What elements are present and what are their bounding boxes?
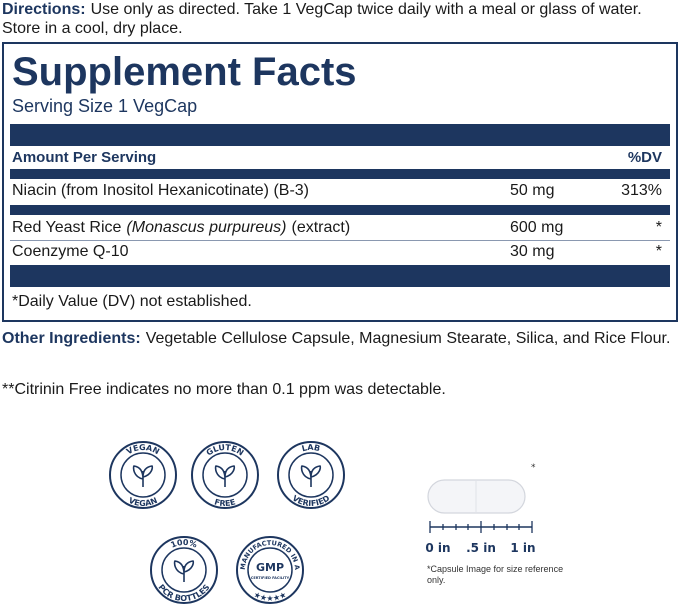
badge: LAB VERIFIED	[277, 441, 345, 509]
directions: Directions: Use only as directed. Take 1 …	[2, 0, 672, 38]
badge-icon	[132, 465, 154, 487]
thick-rule	[10, 124, 670, 146]
badge-bottom-label: PCR BOTTLES	[156, 583, 211, 603]
nutrient-name: Red Yeast Rice (Monascus purpureus) (extra…	[12, 219, 355, 236]
nutrient-row: Red Yeast Rice (Monascus purpureus) (extra…	[12, 218, 668, 238]
name: Red Yeast Rice	[12, 219, 122, 236]
badge-ring	[236, 536, 304, 604]
dv-header: %DV	[627, 149, 662, 166]
thin-rule	[10, 240, 670, 241]
scale-label: 0 in	[425, 541, 450, 555]
thick-rule	[10, 265, 670, 287]
directions-text: Use only as directed. Take 1 VegCap twic…	[2, 1, 642, 37]
capsule-note-box: *Capsule Image for size reference only.	[427, 564, 564, 585]
badge-top-text: GLUTEN	[205, 443, 246, 458]
header-row: Amount Per Serving %DV	[12, 148, 668, 168]
badge-ring	[191, 441, 259, 509]
nutrient-name: Niacin (from Inositol Hexanicotinate) (B…	[12, 182, 309, 199]
nutrient-row: Coenzyme Q-10 30 mg *	[12, 242, 668, 262]
badge-inner-ring	[120, 452, 166, 498]
scale-label: 1 in	[510, 541, 535, 555]
directions-label: Directions:	[2, 1, 86, 18]
nutrient-amount: 30 mg	[510, 243, 555, 260]
badge-center-sub: CERTIFIED FACILITY	[251, 576, 290, 580]
badge-icon	[173, 560, 195, 582]
badge-bottom-text: VERIFIED	[291, 493, 332, 508]
badge-bottom-label: FREE	[213, 497, 236, 508]
badge-bottom-text: ★★★★★	[252, 590, 288, 603]
badges: VEGAN VEGAN GLUTEN FREE LAB VERIFIED 100% PCR B…	[109, 441, 345, 604]
badge: 100% PCR BOTTLES	[150, 536, 218, 604]
other-ingredients-text: Vegetable Cellulose Capsule, Magnesium S…	[145, 330, 671, 347]
nutrient-amount: 600 mg	[510, 219, 564, 236]
badge-top-label: 100%	[169, 538, 198, 550]
name-suffix: (extract)	[291, 219, 351, 236]
badges-and-capsule: VEGAN VEGAN GLUTEN FREE LAB VERIFIED 100% PCR B…	[109, 441, 564, 604]
badge-top-text: VEGAN	[125, 443, 161, 456]
capsule-note: *Capsule Image for size reference only.	[427, 564, 564, 585]
badge-ring	[109, 441, 177, 509]
badge-top-label: GLUTEN	[205, 443, 246, 458]
badge-top-text: 100%	[169, 538, 198, 550]
badge-center: GMP	[256, 561, 284, 574]
badge-icon	[300, 465, 322, 487]
footnote: *Daily Value (DV) not established.	[12, 292, 668, 312]
badge: GLUTEN FREE	[191, 441, 259, 509]
nutrient-name: Coenzyme Q-10	[12, 243, 129, 260]
badge-bottom-text: PCR BOTTLES	[156, 583, 211, 603]
capsule-mark: *	[531, 463, 536, 473]
badge-bottom-text: FREE	[213, 497, 236, 508]
amount-header: Amount Per Serving	[12, 149, 157, 166]
badge-inner-ring	[202, 452, 248, 498]
scale-label: .5 in	[466, 541, 496, 555]
badge-top-label: VEGAN	[125, 443, 161, 456]
other-ingredients-label: Other Ingredients:	[2, 330, 141, 347]
facts-title: Supplement Facts	[12, 50, 357, 94]
badge-icon	[214, 465, 236, 487]
footnote-text: *Daily Value (DV) not established.	[12, 293, 252, 310]
badge-ring	[277, 441, 345, 509]
badge-inner-ring	[161, 547, 207, 593]
nutrient-dv: 313%	[621, 182, 662, 199]
nutrient-amount: 50 mg	[510, 182, 555, 199]
badge-inner-ring	[247, 547, 293, 593]
badge-bottom-label: VERIFIED	[291, 493, 332, 508]
badge-top-label: LAB	[301, 443, 321, 453]
supplement-facts-panel: Supplement Facts Serving Size 1 VegCap A…	[2, 42, 678, 322]
nutrient-dv: *	[655, 243, 662, 260]
badge-top-text: LAB	[301, 443, 321, 453]
badge-bottom-label: ★★★★★	[252, 590, 288, 603]
badge-bottom-label: VEGAN	[127, 496, 159, 508]
badge-ring	[150, 536, 218, 604]
serving-size: Serving Size 1 VegCap	[12, 96, 198, 116]
badge-inner-ring	[288, 452, 334, 498]
medium-rule	[10, 205, 670, 215]
medium-rule	[10, 169, 670, 179]
capsule-image	[427, 479, 533, 533]
badge-bottom-text: VEGAN	[127, 496, 159, 508]
badge: VEGAN VEGAN	[109, 441, 177, 509]
nutrient-dv: *	[655, 219, 662, 236]
latin-name: (Monascus purpureus)	[126, 219, 287, 236]
citrinin-note: **Citrinin Free indicates no more than 0…	[2, 381, 446, 398]
nutrient-row: Niacin (from Inositol Hexanicotinate) (B…	[12, 181, 668, 201]
other-ingredients: Other Ingredients: Vegetable Cellulose Ca…	[2, 329, 672, 348]
